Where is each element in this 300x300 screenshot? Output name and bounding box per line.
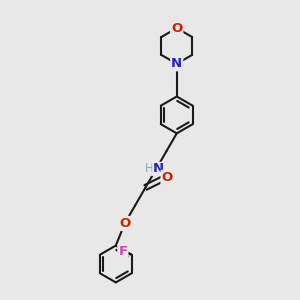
Text: F: F bbox=[118, 245, 128, 258]
Text: O: O bbox=[161, 171, 173, 184]
Text: O: O bbox=[119, 217, 130, 230]
Text: N: N bbox=[171, 57, 182, 70]
Text: O: O bbox=[171, 22, 182, 34]
Text: H: H bbox=[145, 162, 154, 175]
Text: N: N bbox=[153, 162, 164, 175]
